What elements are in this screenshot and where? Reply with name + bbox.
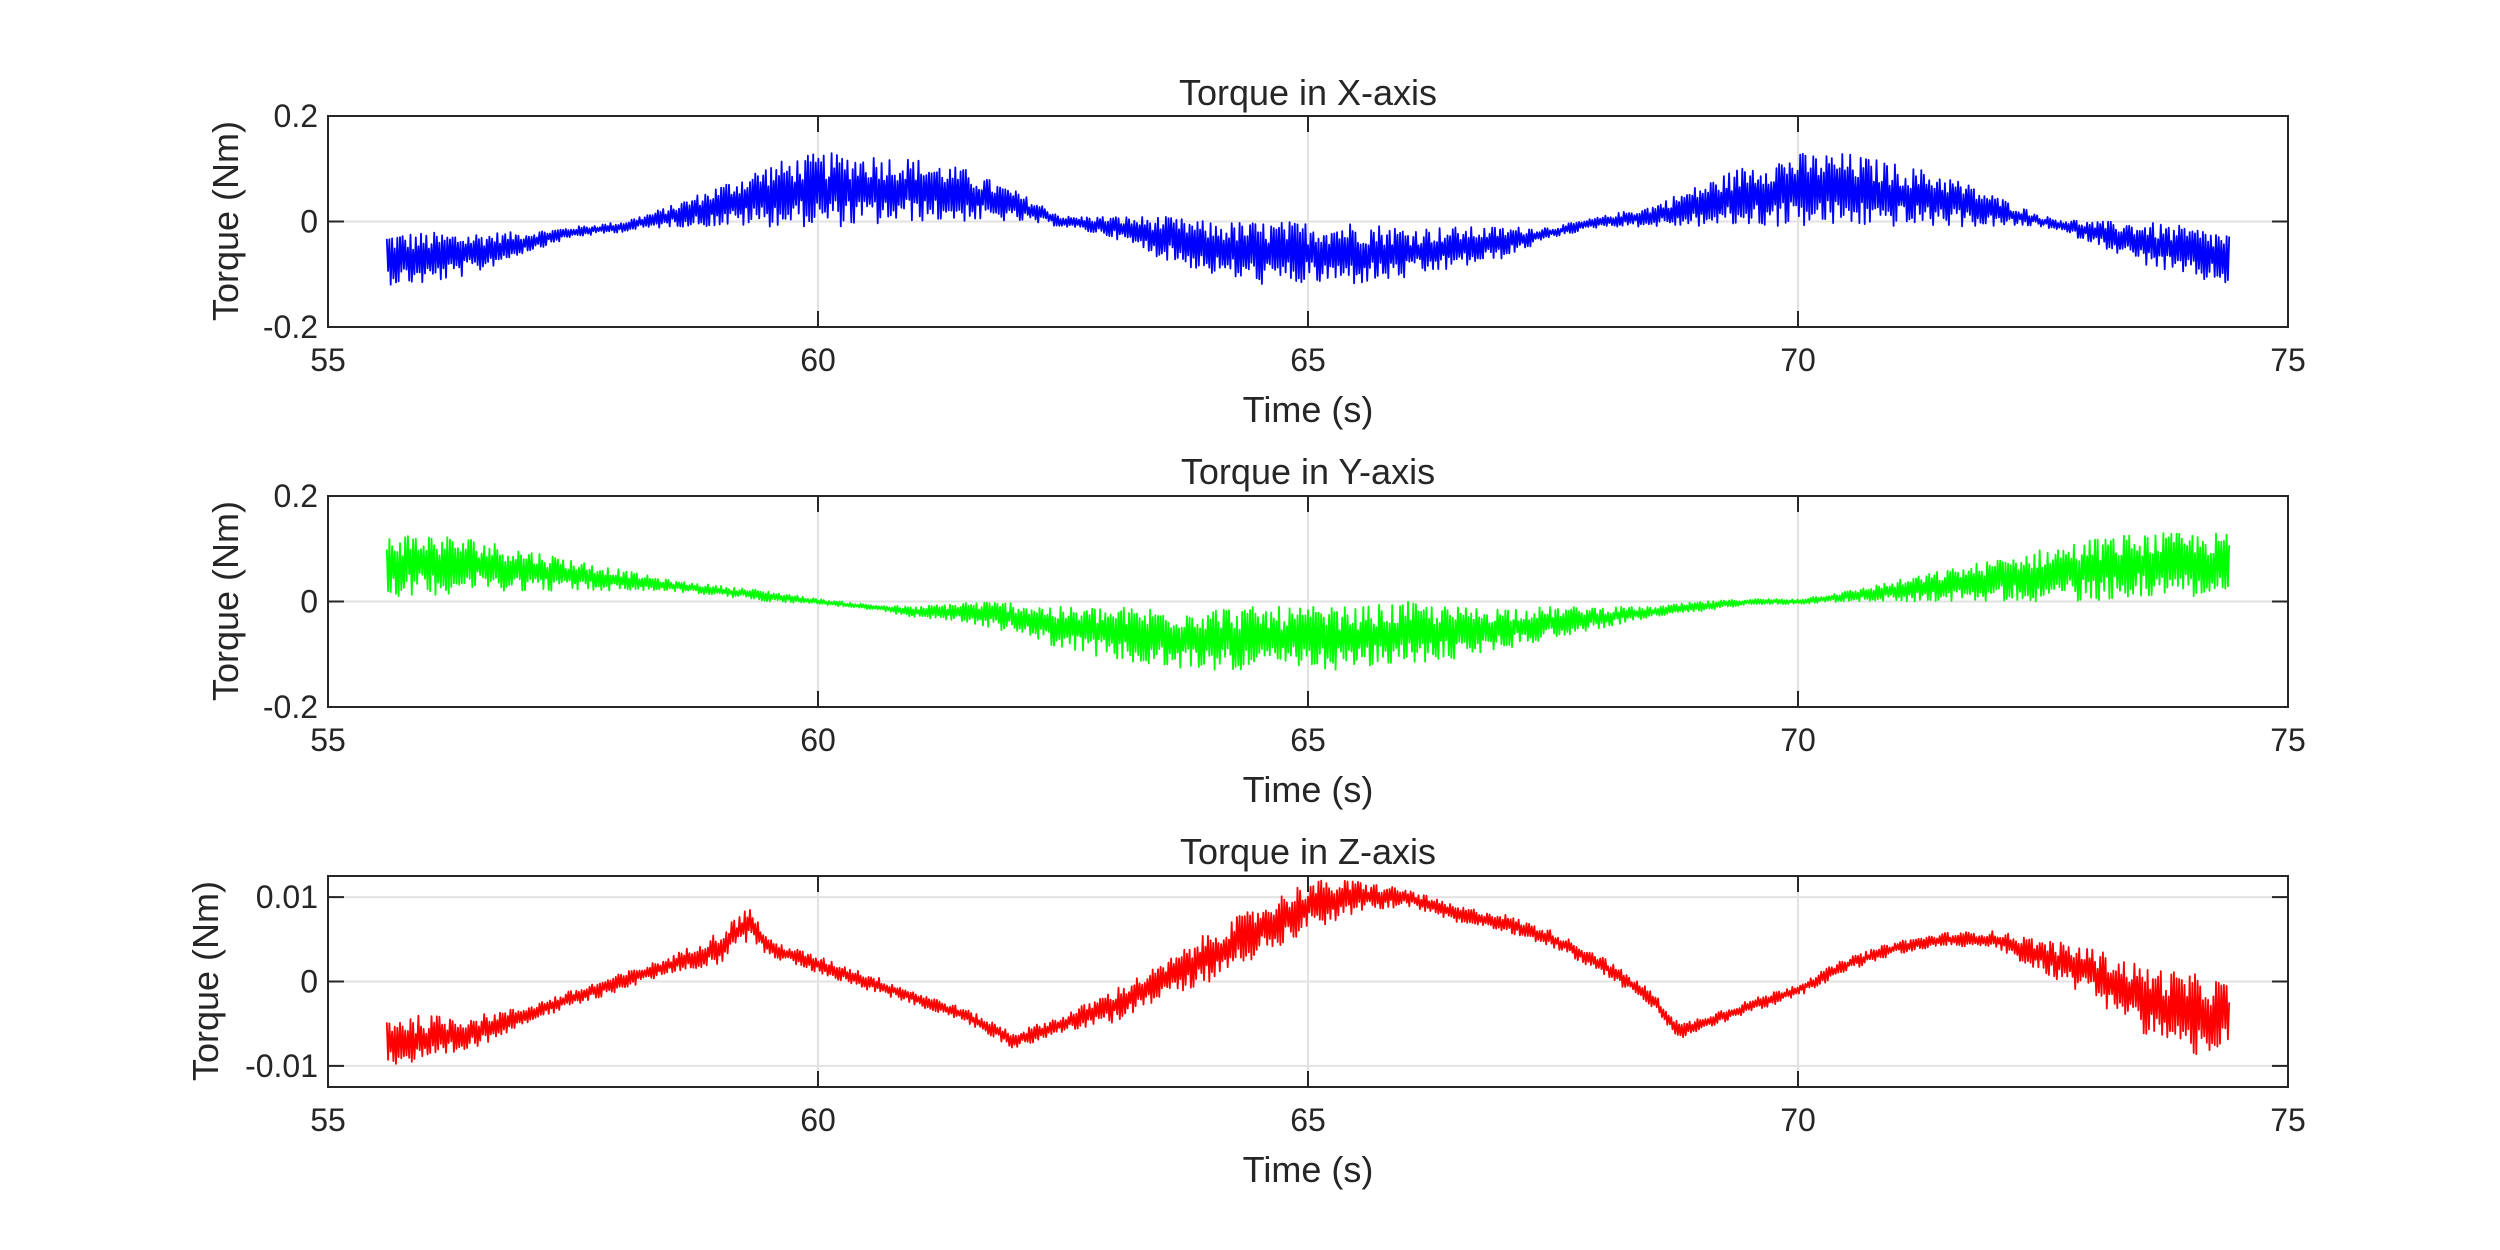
x-tick-label: 70 <box>1780 342 1816 378</box>
x-tick-label: 65 <box>1290 342 1326 378</box>
y-tick-label: -0.01 <box>245 1048 318 1084</box>
x-tick-label: 60 <box>800 342 836 378</box>
y-tick-label: 0.01 <box>256 879 318 915</box>
x-axis-label: Time (s) <box>1243 769 1374 810</box>
x-tick-label: 75 <box>2270 722 2306 758</box>
x-tick-label: 55 <box>310 722 346 758</box>
y-tick-label: 0.2 <box>274 98 318 134</box>
x-axis-label: Time (s) <box>1243 389 1374 430</box>
x-tick-label: 60 <box>800 722 836 758</box>
y-tick-label: 0 <box>300 584 318 620</box>
x-tick-label: 70 <box>1780 722 1816 758</box>
x-axis-label: Time (s) <box>1243 1149 1374 1190</box>
x-tick-label: 70 <box>1780 1102 1816 1138</box>
y-tick-label: 0.2 <box>274 478 318 514</box>
torque-series-line <box>385 532 2231 671</box>
x-tick-label: 55 <box>310 342 346 378</box>
y-axis-label: Torque (Nm) <box>205 121 246 321</box>
y-tick-label: 0 <box>300 964 318 1000</box>
panel-title: Torque in X-axis <box>1179 72 1437 113</box>
torque-y-panel: Torque in Y-axis 55 60 65 70 75 -0.2 0 0.2 Time… <box>205 451 2306 810</box>
x-tick-label: 75 <box>2270 342 2306 378</box>
y-axis-label: Torque (Nm) <box>185 881 226 1081</box>
torque-series-line <box>385 879 2231 1065</box>
x-tick-label: 75 <box>2270 1102 2306 1138</box>
torque-x-panel: Torque in X-axis 55 60 65 70 75 -0.2 0 0.2 Time… <box>205 72 2306 430</box>
x-tick-label: 65 <box>1290 722 1326 758</box>
x-tick-label: 60 <box>800 1102 836 1138</box>
x-tick-label: 65 <box>1290 1102 1326 1138</box>
torque-z-panel: Torque in Z-axis 55 60 65 70 75 -0.01 0 0.01 Ti… <box>185 831 2306 1190</box>
y-tick-label: -0.2 <box>263 309 318 345</box>
y-axis-label: Torque (Nm) <box>205 501 246 701</box>
panel-title: Torque in Y-axis <box>1181 451 1435 492</box>
y-tick-label: -0.2 <box>263 689 318 725</box>
y-tick-label: 0 <box>300 204 318 240</box>
torque-series-line <box>385 152 2231 286</box>
panel-title: Torque in Z-axis <box>1180 831 1436 872</box>
x-tick-label: 55 <box>310 1102 346 1138</box>
